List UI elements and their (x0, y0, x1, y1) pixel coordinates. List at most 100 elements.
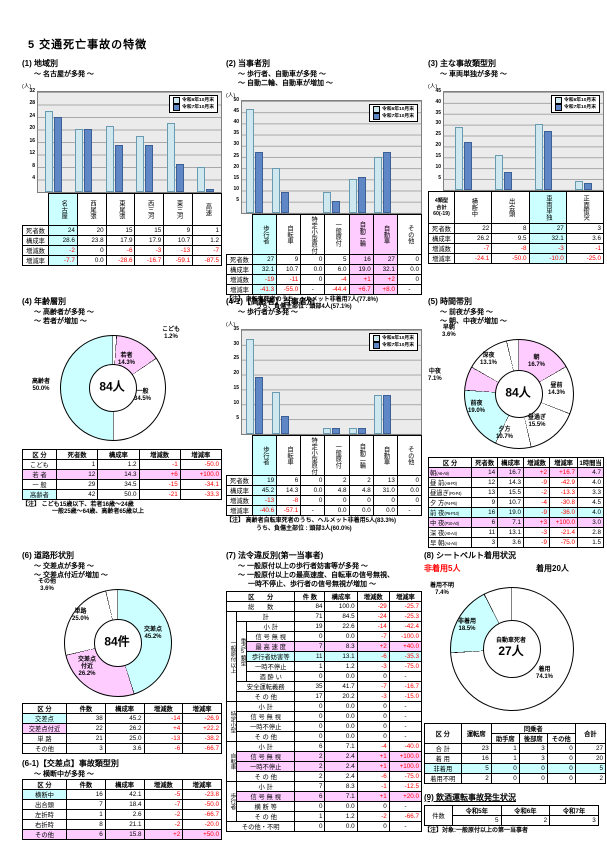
row-header: 信 号 無 視 (236, 791, 296, 803)
legend-swatch (373, 112, 380, 120)
value-cell: 15.8 (104, 829, 145, 841)
value-cell: 2.4 (324, 771, 358, 783)
value-cell: 0.0 (396, 263, 423, 275)
row-header: 着 用 (424, 753, 462, 764)
bar-reiwa7 (504, 172, 513, 190)
section-subtitle: ～ 自動二輪、自動車が増加 ～ (238, 79, 333, 87)
table-row: 一 般 29 34.5 -15 -34.1 (22, 478, 223, 490)
value-cell: -11 (276, 273, 302, 285)
section-age: (4) 年齢層別 ～ 高齢者が多発 ～ ～ 若者が増加 ～ 84人 こども 1.2%… (22, 296, 223, 517)
slice-label-pct: 18.5% (458, 626, 476, 633)
value-cell: -19 (251, 273, 278, 285)
bar-reiwa7 (583, 183, 592, 190)
row-header: 若 者 (22, 468, 57, 480)
value-cell: +100.0 (179, 468, 223, 480)
value-cell: 1 (66, 809, 106, 821)
column-header: 増減数 (523, 456, 550, 468)
section-title: (8) シートベルト着用状況 (424, 551, 516, 560)
slice-label-text: 交差点 (144, 626, 163, 633)
table-row: 安全運転義務 35 41.7 -7 -16.7 (227, 681, 423, 693)
header-row: 区 分件数 構成率 増減数 増減率 (22, 779, 222, 791)
region-table: 名古屋 西尾張 東尾張 西三河 東三河 高速 死者数 24 20 15 15 9 1 構成率 28.6 23.… (22, 192, 222, 266)
row-header: 死者数 (428, 222, 455, 234)
value-cell: 17.9 (105, 234, 136, 246)
bar-reiwa6 (75, 129, 84, 192)
row-header: 死者数 (22, 224, 49, 236)
slice-label-text: 高齢者 (32, 378, 51, 385)
bar-group (344, 330, 370, 434)
y-tick-label: 20 (233, 370, 239, 377)
table-row: そ の 他 2 2.4 -6 -75.0 (227, 771, 423, 783)
time-table: 区 分死者数 構成率 増減数 増減率 1時間当 朝(A6-A9) 14 16.7 +2 +16.7… (427, 456, 604, 548)
section-subtitle: ～ 一般原付以上の最高速度、自転車の信号無視、 (238, 571, 394, 579)
row-header: 右折時 (22, 819, 67, 831)
row-header: 総 数 (225, 601, 296, 613)
legend-entry: 令和7年10月末 (373, 112, 414, 120)
y-tick-label: 25 (233, 152, 239, 159)
slice-label-text: 前夜 (470, 400, 483, 407)
legend-swatch (373, 105, 380, 113)
value-cell: 32.1 (528, 232, 567, 244)
table-row: 重点5類型小 計 19 22.6 -14 -42.4 (227, 621, 423, 683)
value-cell: - (388, 711, 423, 723)
elderly-party-bar-chart: 5 10 15 20 25 30 35 令和6年10月末 令和7年10月末 (226, 326, 422, 435)
table-row: 非着用 5 0 0 0 5 (424, 763, 607, 774)
bar-reiwa6 (166, 123, 175, 192)
value-cell: -16.7 (134, 254, 165, 266)
slice-label-text: 若者 (120, 352, 133, 359)
value-cell: -6 (356, 651, 390, 663)
row-label: 中 夜 (430, 519, 445, 527)
bar-group (191, 92, 222, 192)
value-cell: +20.0 (388, 791, 423, 803)
section-subtitle: ～ 車両単独が多発 ～ (440, 71, 507, 78)
value-cell: - (388, 821, 423, 833)
value-cell: -4 (324, 273, 350, 285)
value-cell: 7.1 (324, 791, 358, 803)
row-header: その他・不明 (225, 821, 296, 833)
value-cell: 21.1 (104, 819, 145, 831)
value-cell: -4 (523, 496, 550, 508)
value-cell: 13.1 (497, 526, 525, 538)
legend-label: 令和6年10月末 (182, 97, 214, 103)
value-cell: 3.6 (565, 232, 605, 244)
table-row: 特定小型小 計 0 0.0 0- (225, 701, 423, 743)
seatbelt-pie-chart: 自動車死者 27人 着用 74.1% 非着用 18.5% 着用不明 7.4% 非着用5人 着用20… (424, 563, 606, 723)
column-header: 合計 (574, 723, 607, 744)
value-cell: 1 (294, 661, 326, 673)
value-cell: -55.0 (276, 283, 302, 295)
value-cell: +40.0 (388, 641, 423, 653)
value-cell: 4.8 (348, 484, 374, 496)
y-tick-label: 35 (435, 109, 441, 116)
pie-slice-label: 朝 16.7% (528, 355, 545, 369)
value-cell: 71 (294, 611, 326, 623)
row-label-time: (A6-A9) (436, 470, 449, 476)
slice-label-pct: 26.2% (78, 670, 96, 677)
column-header: 件数 (66, 702, 106, 714)
column-header: 令和7年 (549, 805, 599, 816)
value-cell: 0 (490, 763, 520, 774)
row-header: 増減率 (428, 252, 455, 264)
value-cell: -87.5 (192, 254, 222, 266)
slice-label-pct: 1.2% (164, 333, 178, 340)
bar-group (370, 101, 396, 213)
column-header: 区 分 (424, 723, 462, 744)
row-header: 死者数 (226, 474, 253, 486)
value-cell: -50.0 (491, 252, 530, 264)
slice-label-pct: 16.7% (528, 361, 546, 368)
row-header: 増減数 (226, 273, 253, 285)
value-cell: 2 (348, 474, 374, 486)
y-tick-label: 30 (233, 340, 239, 347)
pie-slice-label: 深夜 13.1% (480, 353, 497, 367)
value-cell: 11 (294, 651, 326, 663)
slice-label-text: 着用 (538, 667, 551, 673)
table-row: その他・不明 0 0.0 0- (225, 821, 423, 833)
value-cell: 13 (471, 486, 499, 498)
slice-label-pct: 45.2% (144, 633, 162, 640)
column-header: 増減数 (356, 591, 390, 603)
category-header: 高速 (192, 192, 222, 226)
row-header: 昼 前(A9-P0) (427, 476, 473, 488)
category-header: 自動二輪 (348, 213, 374, 255)
value-cell: 2.4 (324, 751, 358, 763)
bar-reiwa7 (53, 116, 62, 192)
axis-unit: (人) (226, 321, 236, 328)
